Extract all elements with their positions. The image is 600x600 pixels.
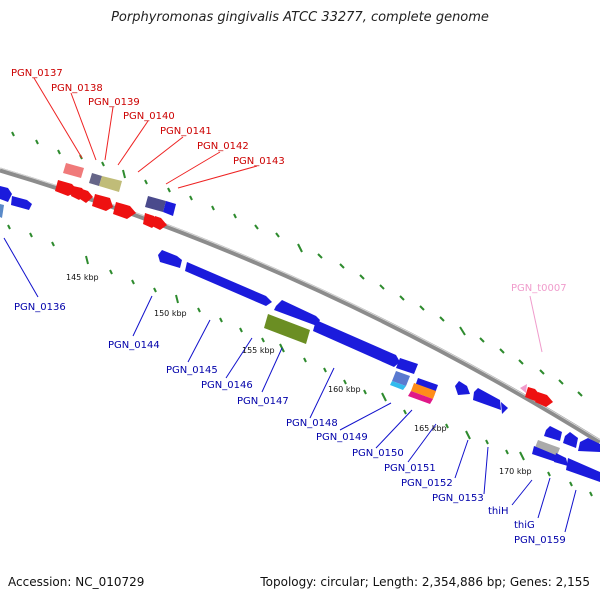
gene-label[interactable]: PGN_0148 bbox=[286, 418, 338, 429]
gene-label[interactable]: PGN_0153 bbox=[432, 493, 484, 504]
gene-feature[interactable] bbox=[0, 204, 4, 218]
gene-feature[interactable] bbox=[11, 196, 32, 210]
gene-label[interactable]: PGN_0152 bbox=[401, 478, 453, 489]
inner-tick-ring bbox=[7, 224, 593, 497]
forward-strand-genes bbox=[55, 163, 553, 407]
gene-label[interactable]: PGN_0144 bbox=[108, 340, 160, 351]
gene-feature[interactable] bbox=[554, 453, 568, 466]
reverse-strand-genes bbox=[0, 186, 600, 482]
gene-feature[interactable] bbox=[578, 438, 600, 452]
gene-feature[interactable] bbox=[63, 163, 84, 178]
gene-label[interactable]: PGN_0145 bbox=[166, 365, 218, 376]
gene-feature[interactable] bbox=[264, 314, 310, 344]
genome-backbone bbox=[0, 167, 600, 445]
gene-label[interactable]: PGN_0136 bbox=[14, 302, 66, 313]
gene-feature[interactable] bbox=[390, 381, 406, 390]
trna-leader-line bbox=[529, 295, 543, 353]
gene-label[interactable]: PGN_t0007 bbox=[511, 283, 567, 294]
gene-label[interactable]: PGN_0141 bbox=[160, 126, 212, 137]
scale-label: 165 kbp bbox=[414, 424, 447, 433]
gene-feature[interactable] bbox=[185, 262, 272, 306]
gene-feature[interactable] bbox=[392, 371, 410, 386]
scale-label: 150 kbp bbox=[154, 309, 187, 318]
gene-label[interactable]: PGN_0142 bbox=[197, 141, 249, 152]
gene-feature[interactable] bbox=[501, 402, 508, 414]
gene-feature[interactable] bbox=[92, 194, 113, 211]
gene-label[interactable]: thiH bbox=[488, 506, 509, 517]
gene-feature[interactable] bbox=[80, 189, 93, 203]
gene-feature[interactable] bbox=[535, 392, 553, 407]
trna-feature[interactable] bbox=[520, 384, 527, 393]
scale-label: 160 kbp bbox=[328, 385, 361, 394]
gene-label[interactable]: PGN_0147 bbox=[237, 396, 289, 407]
gene-feature[interactable] bbox=[566, 458, 600, 482]
gene-label[interactable]: PGN_0151 bbox=[384, 463, 436, 474]
gene-label[interactable]: PGN_0139 bbox=[88, 97, 140, 108]
gene-label[interactable]: PGN_0150 bbox=[352, 448, 404, 459]
gene-feature[interactable] bbox=[563, 432, 578, 448]
gene-feature[interactable] bbox=[313, 320, 400, 367]
gene-feature[interactable] bbox=[408, 391, 433, 404]
gene-feature[interactable] bbox=[113, 202, 136, 219]
gene-feature[interactable] bbox=[99, 176, 122, 192]
gene-feature[interactable] bbox=[163, 201, 176, 216]
gene-feature[interactable] bbox=[411, 383, 436, 399]
gene-label[interactable]: PGN_0146 bbox=[201, 380, 253, 391]
gene-feature[interactable] bbox=[534, 440, 560, 458]
gene-feature[interactable] bbox=[396, 358, 418, 374]
gene-feature[interactable] bbox=[158, 250, 182, 268]
reverse-gene-labels: PGN_0136 PGN_0144 PGN_0145 PGN_0146 PGN_… bbox=[14, 302, 566, 546]
gene-feature[interactable] bbox=[152, 216, 167, 230]
forward-leader-lines bbox=[33, 77, 258, 189]
gene-label[interactable]: thiG bbox=[514, 520, 535, 531]
scale-label: 170 kbp bbox=[499, 467, 532, 476]
scale-labels: 145 kbp 150 kbp 155 kbp 160 kbp 165 kbp … bbox=[66, 273, 532, 476]
accession-label: Accession: NC_010729 bbox=[8, 575, 145, 589]
reverse-leader-lines bbox=[3, 237, 577, 533]
gene-feature[interactable] bbox=[0, 186, 12, 202]
forward-gene-labels: PGN_0137 PGN_0138 PGN_0139 PGN_0140 PGN_… bbox=[11, 68, 285, 167]
topology-label: Topology: circular; Length: 2,354,886 bp… bbox=[260, 575, 590, 589]
gene-feature[interactable] bbox=[455, 381, 470, 395]
scale-label: 155 kbp bbox=[242, 346, 275, 355]
gene-feature[interactable] bbox=[145, 196, 166, 212]
gene-feature[interactable] bbox=[473, 388, 501, 410]
gene-label[interactable]: PGN_0137 bbox=[11, 68, 63, 79]
gene-label[interactable]: PGN_0143 bbox=[233, 156, 285, 167]
scale-label: 145 kbp bbox=[66, 273, 99, 282]
outer-tick-ring bbox=[11, 131, 583, 397]
gene-label[interactable]: PGN_0159 bbox=[514, 535, 566, 546]
gene-feature[interactable] bbox=[544, 426, 562, 441]
gene-feature[interactable] bbox=[532, 446, 558, 462]
gene-label[interactable]: PGN_0138 bbox=[51, 83, 103, 94]
gene-label[interactable]: PGN_0149 bbox=[316, 432, 368, 443]
gene-feature[interactable] bbox=[274, 300, 320, 326]
map-title: Porphyromonas gingivalis ATCC 33277, com… bbox=[111, 10, 489, 25]
gene-label[interactable]: PGN_0140 bbox=[123, 111, 175, 122]
gene-feature[interactable] bbox=[89, 173, 102, 186]
